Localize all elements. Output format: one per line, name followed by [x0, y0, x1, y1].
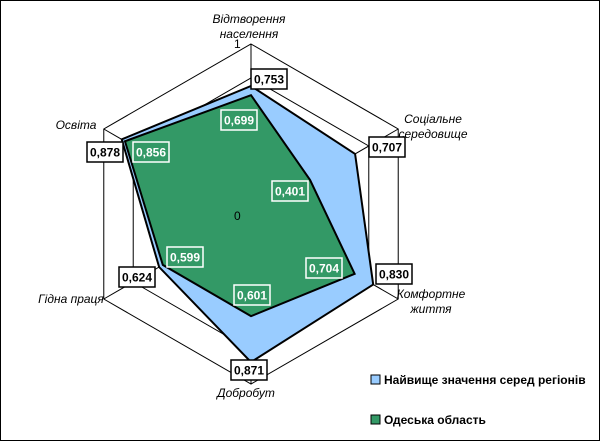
series-1-data-label-1: 0,753 — [250, 68, 288, 90]
category-label-3: Комфортне життя — [397, 287, 466, 316]
data-label-text: 0,704 — [309, 262, 339, 276]
series-1-data-label-3: 0,830 — [375, 263, 413, 285]
category-label-1: Відтворення населення — [213, 12, 287, 41]
series-2-data-label-1: 0,699 — [220, 109, 258, 131]
data-label-text: 0,856 — [136, 146, 166, 160]
data-label-box — [368, 136, 406, 158]
data-label-text: 0,830 — [379, 268, 409, 282]
data-label-text: 0,601 — [237, 289, 267, 303]
data-label-box — [230, 359, 268, 381]
series-1-data-label-2: 0,707 — [368, 136, 406, 158]
series-2-data-label-2: 0,401 — [271, 180, 309, 202]
data-label-text: 0,401 — [275, 185, 305, 199]
category-label-2: Соціальне середовище — [398, 112, 467, 141]
data-label-text: 0,753 — [254, 73, 284, 87]
category-label-4: Добробут — [215, 386, 275, 400]
data-label-box — [166, 246, 204, 268]
data-label-text: 0,699 — [224, 114, 254, 128]
data-label-box — [375, 263, 413, 285]
data-label-box — [271, 180, 309, 202]
category-label-5: Гідна праця — [38, 292, 104, 306]
legend-swatch — [370, 374, 381, 385]
tick-label-1: 1 — [234, 37, 241, 51]
data-label-box — [220, 109, 258, 131]
series-2-data-label-6: 0,856 — [132, 141, 170, 163]
series-2-data-label-5: 0,599 — [166, 246, 204, 268]
legend-swatch — [370, 414, 381, 425]
legend-item-2: Одеська область — [370, 413, 486, 427]
data-label-box — [118, 266, 156, 288]
tick-label-0: 0 — [234, 209, 241, 223]
series-1-data-label-5: 0,624 — [118, 266, 156, 288]
series-2-data-label-3: 0,704 — [305, 257, 343, 279]
data-label-text: 0,624 — [122, 271, 152, 285]
data-label-box — [233, 284, 271, 306]
data-label-text: 0,599 — [170, 251, 200, 265]
legend-label: Одеська область — [384, 413, 486, 427]
legend-label: Найвище значення серед регіонів — [384, 373, 586, 387]
data-label-box — [132, 141, 170, 163]
data-label-text: 0,707 — [372, 141, 402, 155]
data-label-text: 0,878 — [90, 146, 120, 160]
data-label-box — [86, 141, 124, 163]
legend-item-1: Найвище значення серед регіонів — [370, 373, 586, 387]
series-1-data-label-6: 0,878 — [86, 141, 124, 163]
data-label-box — [305, 257, 343, 279]
data-label-box — [250, 68, 288, 90]
series-1-data-label-4: 0,871 — [230, 359, 268, 381]
series-2-data-label-4: 0,601 — [233, 284, 271, 306]
category-label-6: Освіта — [56, 118, 97, 132]
data-label-text: 0,871 — [234, 364, 264, 378]
